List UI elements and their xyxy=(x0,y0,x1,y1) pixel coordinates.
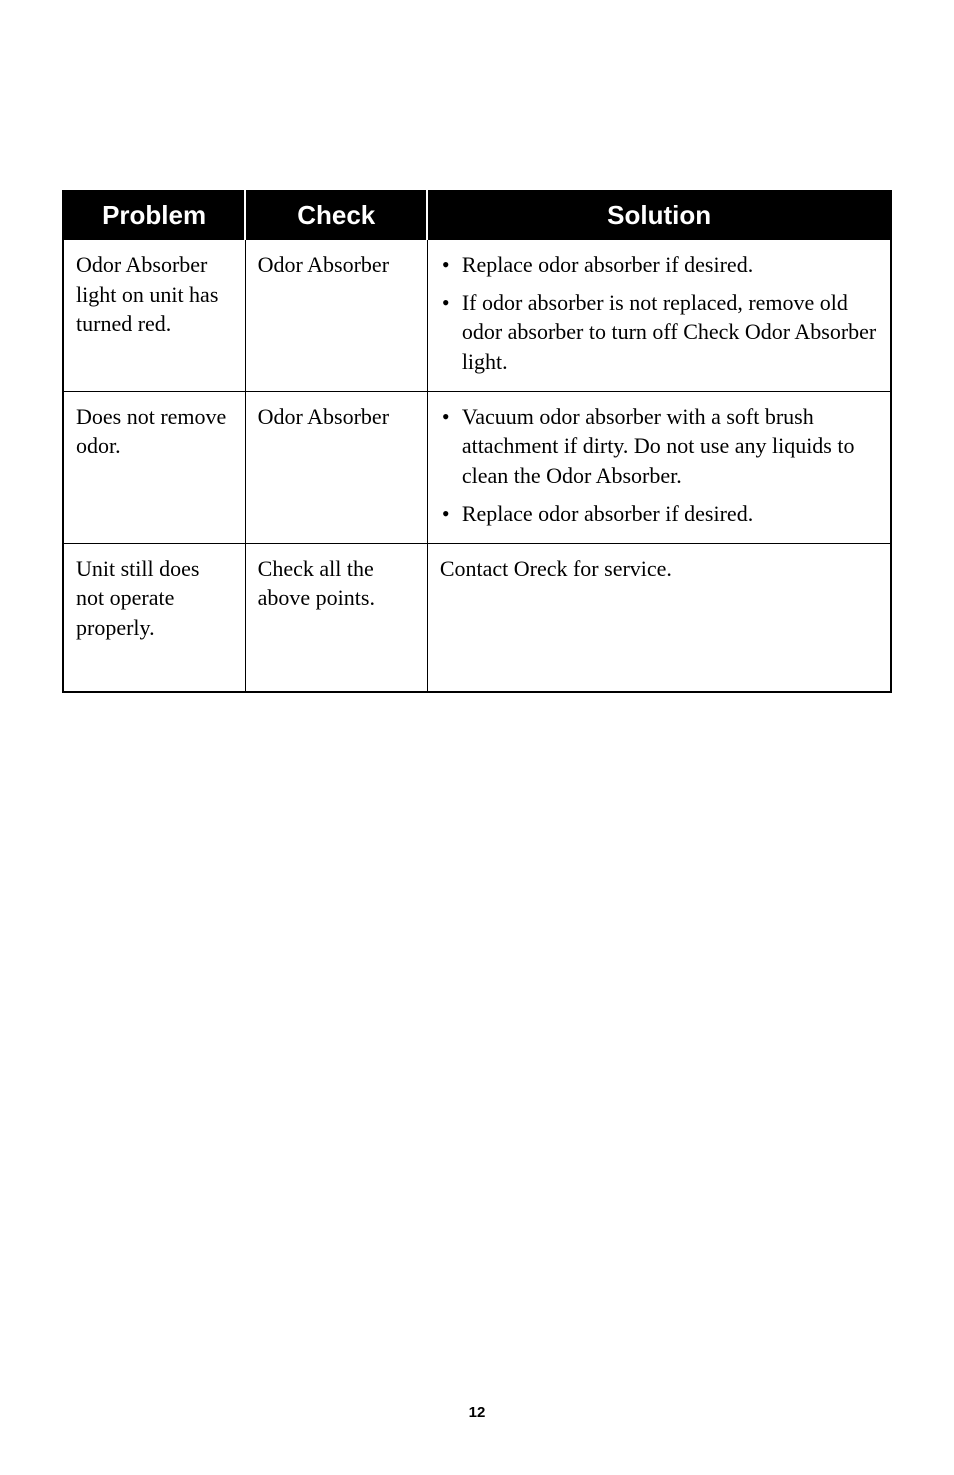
table-row: Odor Absorber light on unit has turned r… xyxy=(63,240,891,392)
cell-solution: Vacuum odor absorber with a soft brush a… xyxy=(427,391,891,543)
solution-item: Vacuum odor absorber with a soft brush a… xyxy=(440,402,878,491)
cell-solution: Contact Oreck for service. xyxy=(427,543,891,692)
cell-problem: Does not remove odor. xyxy=(63,391,245,543)
cell-check: Check all the above points. xyxy=(245,543,427,692)
page-number: 12 xyxy=(0,1404,954,1421)
header-problem: Problem xyxy=(63,191,245,240)
solution-item: If odor absorber is not replaced, remove… xyxy=(440,288,878,377)
cell-check: Odor Absorber xyxy=(245,391,427,543)
table-row: Unit still does not operate properly. Ch… xyxy=(63,543,891,692)
solution-list: Vacuum odor absorber with a soft brush a… xyxy=(440,402,878,529)
header-check: Check xyxy=(245,191,427,240)
table-row: Does not remove odor. Odor Absorber Vacu… xyxy=(63,391,891,543)
solution-list: Replace odor absorber if desired. If odo… xyxy=(440,250,878,377)
solution-item: Replace odor absorber if desired. xyxy=(440,250,878,280)
cell-problem: Unit still does not operate properly. xyxy=(63,543,245,692)
cell-solution: Replace odor absorber if desired. If odo… xyxy=(427,240,891,392)
page-content: Problem Check Solution Odor Absorber lig… xyxy=(0,0,954,693)
header-solution: Solution xyxy=(427,191,891,240)
cell-problem: Odor Absorber light on unit has turned r… xyxy=(63,240,245,392)
cell-check: Odor Absorber xyxy=(245,240,427,392)
table-header-row: Problem Check Solution xyxy=(63,191,891,240)
solution-item: Replace odor absorber if desired. xyxy=(440,499,878,529)
troubleshooting-table: Problem Check Solution Odor Absorber lig… xyxy=(62,190,892,693)
